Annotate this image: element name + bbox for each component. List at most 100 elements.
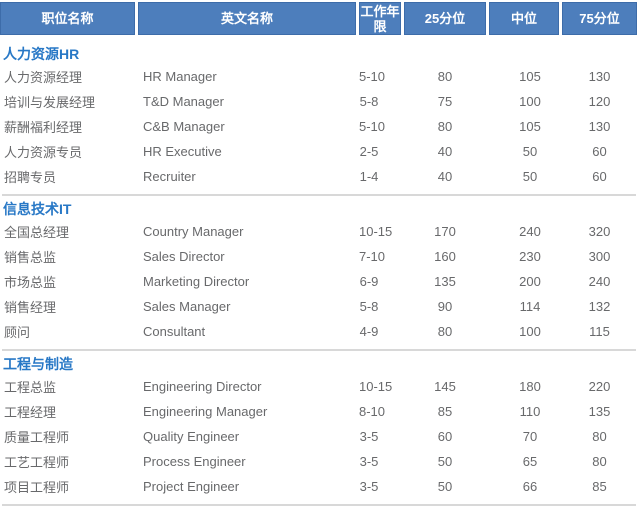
cell-position: 顾问 bbox=[4, 325, 31, 340]
cell-p75: 300 bbox=[588, 249, 611, 264]
cell-median: 110 bbox=[519, 404, 541, 419]
cell-p25: 50 bbox=[437, 479, 453, 494]
cell-english: Project Engineer bbox=[143, 479, 240, 494]
cell-years: 10-15 bbox=[359, 224, 393, 239]
cell-years: 3-5 bbox=[359, 454, 379, 469]
table-row: 人力资源经理 HR Manager 5-10 80 105 130 bbox=[0, 64, 637, 89]
cell-english: Process Engineer bbox=[143, 454, 246, 469]
cell-english: Recruiter bbox=[143, 169, 196, 184]
cell-p25: 40 bbox=[437, 169, 453, 184]
cell-p25: 145 bbox=[434, 379, 456, 394]
cell-position: 工程总监 bbox=[4, 380, 57, 395]
cell-years: 10-15 bbox=[359, 379, 393, 394]
table-row: 工艺工程师 Process Engineer 3-5 50 65 80 bbox=[0, 449, 637, 474]
cell-english: C&B Manager bbox=[143, 119, 225, 134]
cell-years: 3-5 bbox=[359, 429, 379, 444]
cell-position: 人力资源专员 bbox=[4, 145, 83, 160]
cell-p75: 60 bbox=[592, 144, 607, 159]
section-divider bbox=[2, 349, 636, 351]
table-row: 销售总监 Sales Director 7-10 160 230 300 bbox=[0, 244, 637, 269]
cell-p25: 80 bbox=[437, 69, 453, 84]
cell-p75: 135 bbox=[588, 404, 611, 419]
cell-position: 质量工程师 bbox=[4, 430, 70, 445]
cell-position: 销售总监 bbox=[4, 250, 57, 265]
cell-years: 6-9 bbox=[359, 274, 379, 289]
cell-median: 100 bbox=[519, 324, 541, 339]
cell-position: 培训与发展经理 bbox=[4, 95, 96, 110]
cell-english: Engineering Director bbox=[143, 379, 262, 394]
cell-median: 240 bbox=[519, 224, 541, 239]
cell-p25: 75 bbox=[437, 94, 453, 109]
cell-english: T&D Manager bbox=[143, 94, 224, 109]
cell-english: HR Executive bbox=[143, 144, 222, 159]
cell-years: 4-9 bbox=[359, 324, 379, 339]
cell-position: 人力资源经理 bbox=[4, 70, 83, 85]
cell-p25: 85 bbox=[437, 404, 453, 419]
cell-p75: 115 bbox=[589, 324, 610, 339]
cell-p75: 80 bbox=[592, 429, 607, 444]
cell-position: 工艺工程师 bbox=[4, 455, 70, 470]
cell-median: 70 bbox=[522, 429, 538, 444]
column-header-years: 工作年限 bbox=[359, 2, 401, 35]
cell-english: Engineering Manager bbox=[143, 404, 268, 419]
table-row: 工程总监 Engineering Director 10-15 145 180 … bbox=[0, 374, 637, 399]
table-row: 顾问 Consultant 4-9 80 100 115 bbox=[0, 319, 637, 344]
cell-p75: 132 bbox=[588, 299, 611, 314]
cell-years: 5-8 bbox=[359, 299, 379, 314]
cell-position: 销售经理 bbox=[4, 300, 57, 315]
cell-years: 5-10 bbox=[359, 69, 386, 84]
cell-position: 全国总经理 bbox=[4, 225, 70, 240]
table-header-row: 职位名称 英文名称 工作年限 25分位 中位 75分位 bbox=[0, 2, 637, 35]
cell-p75: 130 bbox=[588, 69, 611, 84]
section-title-it: 信息技术IT bbox=[3, 201, 72, 217]
cell-years: 3-5 bbox=[359, 479, 379, 494]
cell-position: 薪酬福利经理 bbox=[4, 120, 83, 135]
cell-median: 105 bbox=[519, 119, 541, 134]
column-header-median: 中位 bbox=[489, 2, 559, 35]
column-header-english-name: 英文名称 bbox=[138, 2, 356, 35]
cell-years: 1-4 bbox=[359, 169, 379, 184]
cell-median: 180 bbox=[519, 379, 541, 394]
table-row: 质量工程师 Quality Engineer 3-5 60 70 80 bbox=[0, 424, 637, 449]
cell-english: Marketing Director bbox=[143, 274, 250, 289]
cell-years: 7-10 bbox=[359, 249, 386, 264]
cell-p25: 50 bbox=[437, 454, 453, 469]
table-row: 项目工程师 Project Engineer 3-5 50 66 85 bbox=[0, 474, 637, 499]
cell-position: 项目工程师 bbox=[4, 480, 70, 495]
column-header-p25: 25分位 bbox=[404, 2, 486, 35]
cell-median: 100 bbox=[519, 94, 541, 109]
table-row: 工程经理 Engineering Manager 8-10 85 110 135 bbox=[0, 399, 637, 424]
cell-p75: 60 bbox=[592, 169, 607, 184]
table-row: 薪酬福利经理 C&B Manager 5-10 80 105 130 bbox=[0, 114, 637, 139]
table-row: 招聘专员 Recruiter 1-4 40 50 60 bbox=[0, 164, 637, 189]
cell-position: 工程经理 bbox=[4, 405, 57, 420]
cell-p25: 135 bbox=[434, 274, 456, 289]
cell-english: HR Manager bbox=[143, 69, 217, 84]
cell-p75: 220 bbox=[588, 379, 611, 394]
cell-median: 50 bbox=[522, 169, 538, 184]
section-title-engineering: 工程与制造 bbox=[3, 356, 73, 372]
cell-median: 114 bbox=[519, 299, 541, 314]
cell-p75: 130 bbox=[588, 119, 611, 134]
section-divider bbox=[2, 504, 636, 506]
cell-position: 招聘专员 bbox=[4, 170, 57, 185]
cell-p25: 90 bbox=[437, 299, 453, 314]
section-divider bbox=[2, 194, 636, 196]
cell-p75: 80 bbox=[592, 454, 607, 469]
column-header-p75: 75分位 bbox=[562, 2, 637, 35]
cell-years: 5-8 bbox=[359, 94, 379, 109]
cell-median: 66 bbox=[522, 479, 538, 494]
cell-median: 105 bbox=[519, 69, 541, 84]
cell-p25: 40 bbox=[437, 144, 453, 159]
cell-median: 230 bbox=[519, 249, 541, 264]
cell-english: Quality Engineer bbox=[143, 429, 240, 444]
table-row: 培训与发展经理 T&D Manager 5-8 75 100 120 bbox=[0, 89, 637, 114]
cell-years: 2-5 bbox=[359, 144, 379, 159]
cell-p75: 120 bbox=[588, 94, 611, 109]
table-row: 销售经理 Sales Manager 5-8 90 114 132 bbox=[0, 294, 637, 319]
cell-years: 8-10 bbox=[359, 404, 386, 419]
table-row: 市场总监 Marketing Director 6-9 135 200 240 bbox=[0, 269, 637, 294]
section-title-hr: 人力资源HR bbox=[3, 46, 80, 62]
cell-median: 200 bbox=[519, 274, 541, 289]
